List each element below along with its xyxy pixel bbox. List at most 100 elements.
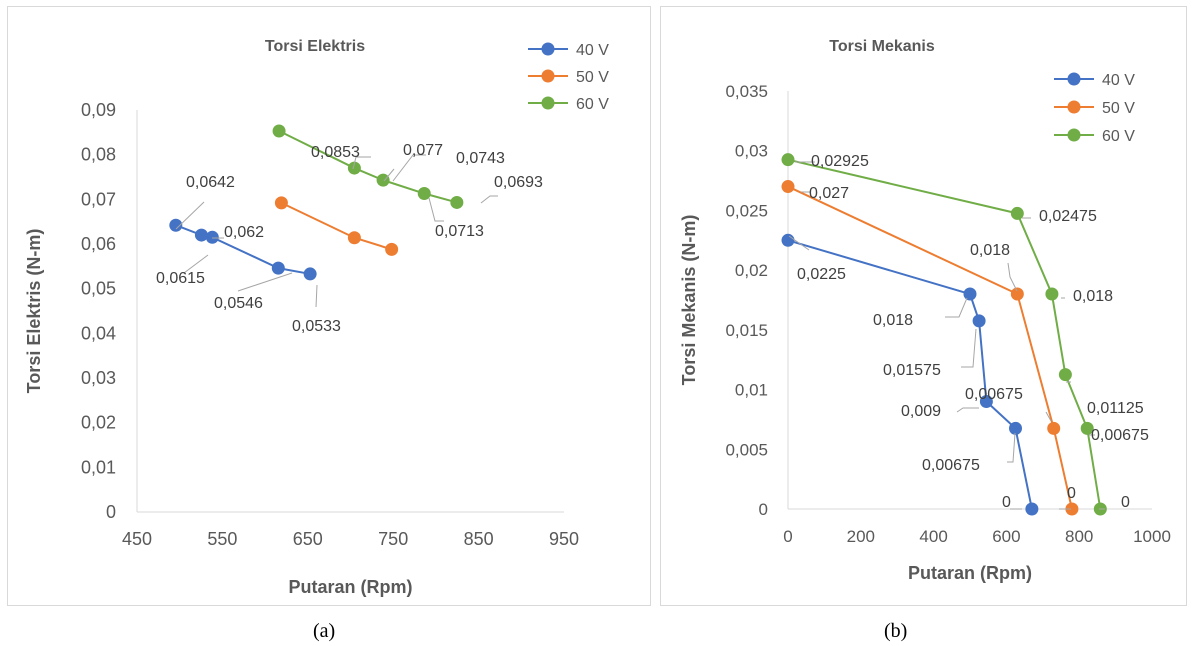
data-label: 0,00675 (965, 386, 1023, 403)
data-label-leader (352, 156, 371, 170)
series-line-2 (787, 158, 1102, 510)
data-label: 0,01125 (1087, 400, 1144, 417)
data-label: 0 (1121, 494, 1130, 511)
data-label-leader (945, 297, 968, 318)
chart-panel-torsi-mekanis: 0 0,005 0,01 0,015 0,02 0,025 0,03 0,035 0 200 400… (660, 6, 1187, 606)
data-point (376, 173, 390, 187)
chart-panel-torsi-elektris: 0 0,01 0,02 0,03 0,04 0,05 0,06 0,07 0,08 0,09 450… (7, 6, 651, 606)
data-label: 0,018 (1073, 288, 1113, 305)
x-tick-label: 450 (122, 529, 152, 549)
chart-title: Torsi Elektris (265, 38, 365, 55)
caption-b: (b) (884, 620, 908, 642)
data-point (781, 233, 795, 247)
data-label-leader (175, 201, 205, 230)
data-point (1009, 421, 1022, 435)
legend-label: 50 V (576, 69, 609, 86)
x-tick-label: 0 (783, 527, 792, 546)
legend-label: 40 V (576, 42, 609, 59)
y-tick-label: 0,025 (725, 201, 768, 220)
y-tick-label: 0,02 (735, 261, 768, 280)
data-label-leader (961, 328, 977, 368)
data-label: 0,02925 (811, 153, 869, 170)
y-tick-label: 0 (759, 500, 768, 519)
legend-label: 60 V (1102, 128, 1135, 145)
legend-marker (541, 96, 555, 110)
data-point (781, 180, 795, 194)
data-point (1010, 287, 1024, 301)
y-axis-title: Torsi Elektris (N-m) (24, 229, 44, 394)
data-point (972, 314, 986, 328)
y-tick-label: 0,02 (81, 413, 116, 433)
data-point (272, 124, 286, 138)
data-point (169, 218, 183, 232)
data-point (963, 287, 977, 301)
data-label-leader (1007, 432, 1016, 463)
data-label: 0,018 (970, 242, 1010, 259)
data-label: 0 (1067, 485, 1076, 502)
data-point (274, 196, 288, 210)
x-tick-label: 850 (464, 529, 494, 549)
data-label-leader (428, 197, 444, 222)
y-axis-title: Torsi Mekanis (N-m) (679, 215, 699, 386)
data-label-leader (480, 195, 498, 204)
chart-torsi-mekanis: 0 0,005 0,01 0,015 0,02 0,025 0,03 0,035 0 200 400… (679, 38, 1171, 583)
chart-title: Torsi Mekanis (829, 38, 935, 55)
y-tick-label: 0,015 (725, 321, 768, 340)
y-tick-label: 0,01 (81, 457, 116, 477)
legend-label: 50 V (1102, 100, 1135, 117)
series-line-1 (787, 185, 1073, 510)
data-label: 0,00675 (922, 457, 980, 474)
data-point (194, 228, 208, 242)
data-point (450, 195, 464, 209)
x-tick-label: 400 (919, 527, 947, 546)
data-point (347, 161, 361, 175)
legend-marker (541, 69, 555, 83)
y-tick-label: 0,035 (725, 82, 768, 101)
legend-marker (1067, 72, 1081, 86)
data-label: 0,009 (901, 403, 941, 420)
data-label-leader (956, 407, 979, 413)
y-tick-label: 0,08 (81, 145, 116, 165)
data-point (1058, 368, 1072, 382)
data-label: 0,0642 (186, 174, 235, 191)
x-axis-title: Putaran (Rpm) (908, 563, 1032, 583)
data-label: 0,0853 (311, 144, 360, 161)
data-label-leader (237, 272, 293, 292)
data-label: 0,0713 (435, 223, 484, 240)
x-tick-label: 200 (847, 527, 875, 546)
caption-a: (a) (313, 620, 336, 642)
x-tick-label: 600 (992, 527, 1020, 546)
legend-label: 60 V (576, 96, 609, 113)
data-point (303, 267, 317, 281)
y-tick-label: 0,01 (735, 381, 768, 400)
y-tick-label: 0 (106, 502, 116, 522)
data-point (1010, 206, 1024, 220)
y-tick-label: 0,07 (81, 189, 116, 209)
data-label: 0,0225 (797, 266, 846, 283)
x-tick-label: 750 (378, 529, 408, 549)
data-label: 0,02475 (1039, 208, 1097, 225)
series-line-1 (280, 202, 392, 251)
data-label: 0,01575 (883, 362, 941, 379)
data-point (417, 187, 431, 201)
data-point (1065, 502, 1079, 516)
x-tick-label: 1000 (1133, 527, 1171, 546)
y-tick-label: 0,005 (725, 440, 768, 459)
data-label: 0,0743 (456, 150, 505, 167)
data-label-leader (392, 154, 426, 182)
data-point (1080, 421, 1094, 435)
data-point (1045, 287, 1059, 301)
data-label-leader (1007, 262, 1018, 292)
legend-marker (1067, 128, 1081, 142)
data-label-leader (1045, 411, 1052, 422)
data-label: 0,062 (224, 224, 264, 241)
data-point (385, 242, 399, 256)
x-tick-label: 950 (549, 529, 579, 549)
y-tick-label: 0,06 (81, 234, 116, 254)
x-tick-label: 550 (207, 529, 237, 549)
y-tick-label: 0,05 (81, 279, 116, 299)
data-point (1025, 502, 1039, 516)
data-label-leader (383, 168, 395, 182)
y-tick-label: 0,03 (735, 142, 768, 161)
x-tick-label: 650 (293, 529, 323, 549)
